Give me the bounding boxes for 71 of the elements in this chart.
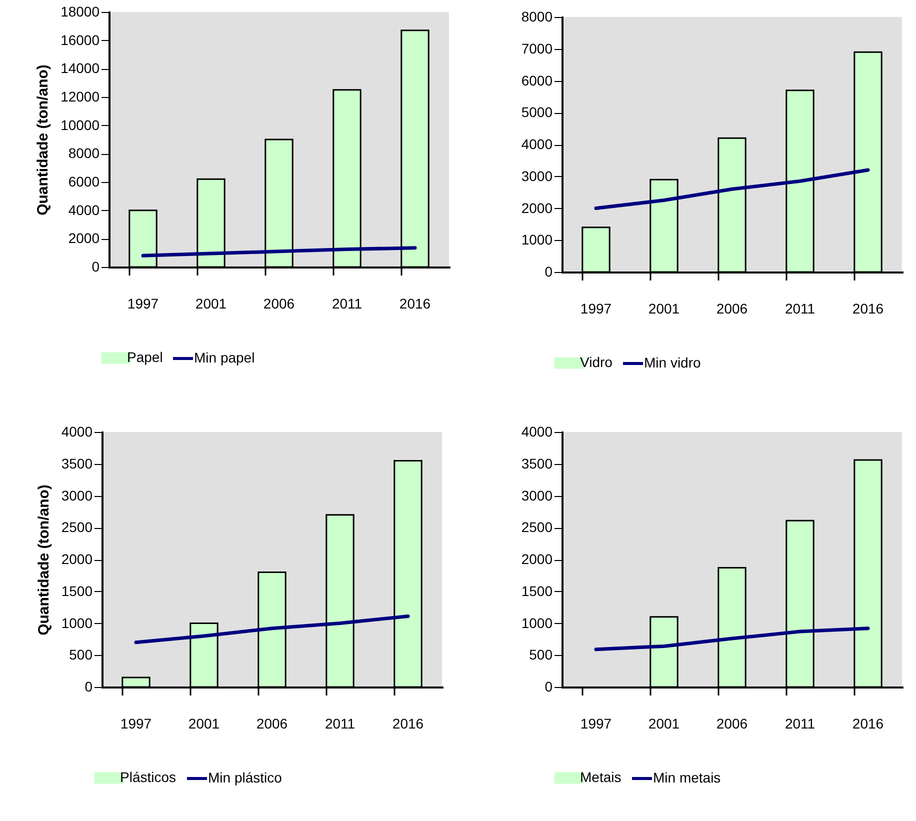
x-tick-label: 2001 [188, 716, 220, 732]
y-tick-label: 12000 [60, 88, 100, 104]
y-axis-title: Quantidade (ton/ano) [35, 484, 52, 636]
x-tick-label: 2001 [648, 300, 680, 316]
y-tick-label: 4000 [521, 136, 553, 152]
y-tick-label: 0 [84, 678, 93, 694]
x-tick-label: 2006 [256, 716, 288, 732]
x-tick-label: 2001 [648, 716, 680, 732]
y-axis-title: Quantidade (ton/ano) [34, 64, 52, 216]
y-tick-label: 2500 [61, 519, 93, 536]
x-tick-label: 2006 [716, 300, 748, 316]
y-tick-label: 3500 [521, 455, 553, 472]
legend-label: Min plástico [208, 770, 282, 786]
y-tick-label: 5000 [521, 104, 553, 120]
y-tick-label: 8000 [521, 8, 553, 24]
x-tick-label: 2011 [332, 296, 362, 312]
x-tick-label: 2016 [399, 296, 431, 312]
y-tick-label: 3000 [521, 168, 553, 184]
x-tick-label: 2011 [784, 300, 816, 316]
x-tick-label: 2016 [852, 300, 884, 316]
y-tick-label: 500 [529, 646, 553, 663]
x-tick-label: 1997 [120, 716, 152, 732]
y-tick-label: 0 [92, 258, 100, 274]
x-tick-label: 2016 [392, 716, 424, 732]
y-tick-label: 1000 [61, 614, 93, 631]
x-tick-label: 2016 [852, 716, 884, 732]
legend-label: Min vidro [644, 354, 702, 370]
x-tick-label: 1997 [580, 300, 612, 316]
y-tick-label: 0 [544, 678, 553, 694]
y-tick-label: 8000 [68, 145, 100, 162]
x-tick-label: 1997 [580, 716, 612, 732]
y-tick-label: 1500 [521, 582, 553, 599]
y-tick-label: 10000 [60, 116, 100, 133]
y-tick-label: 2500 [521, 519, 553, 536]
y-tick-label: 4000 [68, 202, 100, 218]
y-tick-label: 2000 [521, 200, 553, 216]
y-tick-label: 16000 [60, 32, 100, 48]
y-tick-label: 3500 [61, 455, 93, 472]
y-tick-label: 2000 [521, 551, 553, 567]
x-tick-label: 1997 [127, 296, 159, 312]
legend-label: Vidro [580, 354, 613, 370]
legend-label: Metais [580, 769, 622, 785]
line-series [594, 168, 870, 210]
x-tick-label: 2011 [324, 716, 356, 732]
y-tick-label: 6000 [521, 72, 553, 88]
x-tick-label: 2011 [784, 716, 816, 732]
y-tick-label: 2000 [68, 230, 100, 246]
x-tick-label: 2006 [263, 296, 295, 312]
y-tick-label: 1000 [521, 614, 553, 631]
y-tick-label: 18000 [60, 4, 100, 20]
y-tick-label: 3000 [61, 487, 93, 504]
x-tick-label: 2006 [716, 716, 748, 732]
legend-label: Papel [127, 349, 163, 365]
line-series [134, 614, 410, 644]
line-series [141, 246, 417, 258]
legend-label: Min papel [194, 350, 255, 366]
legend-label: Plásticos [120, 769, 176, 785]
y-tick-label: 6000 [68, 174, 100, 190]
x-tick-label: 2001 [195, 296, 227, 312]
y-tick-label: 2000 [61, 551, 93, 567]
line-series [594, 626, 870, 652]
y-tick-label: 4000 [521, 424, 553, 440]
y-tick-label: 1500 [61, 582, 93, 599]
y-tick-label: 0 [544, 264, 553, 280]
legend-label: Min metais [653, 770, 721, 786]
y-tick-label: 7000 [521, 40, 553, 56]
y-tick-label: 3000 [521, 487, 553, 504]
y-tick-label: 1000 [521, 232, 553, 248]
y-tick-label: 500 [69, 646, 93, 663]
y-tick-label: 14000 [60, 60, 100, 76]
y-tick-label: 4000 [61, 424, 93, 440]
